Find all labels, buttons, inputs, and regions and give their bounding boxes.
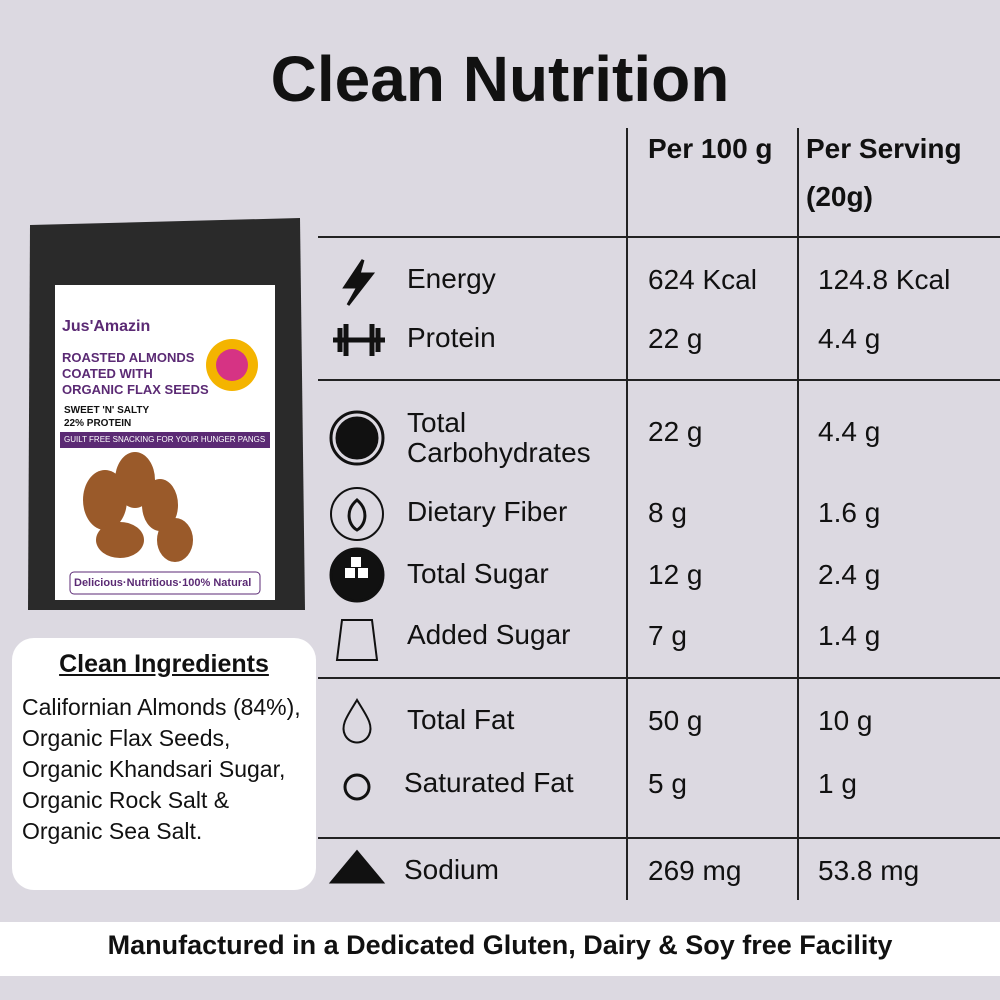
- row-label: Total Sugar: [407, 558, 549, 589]
- brand: Jus'Amazin: [62, 318, 151, 335]
- row-label: Total Carbohydrates: [407, 407, 591, 468]
- header: Per Serving: [806, 133, 962, 164]
- per-serving: 2.4 g: [818, 559, 881, 590]
- tagline: GUILT FREE SNACKING FOR YOUR HUNGER PANG…: [64, 435, 266, 444]
- per-serving: 4.4 g: [818, 416, 881, 447]
- header: Per 100 g: [648, 133, 773, 164]
- per-100g: 7 g: [648, 620, 687, 651]
- per-serving: 124.8 Kcal: [818, 264, 951, 295]
- row-label: Energy: [407, 263, 496, 294]
- per-100g: 8 g: [648, 497, 687, 528]
- per-100g: 22 g: [648, 323, 703, 354]
- per-100g: 12 g: [648, 559, 703, 590]
- row-label: Added Sugar: [407, 619, 571, 650]
- per-100g: 624 Kcal: [648, 264, 757, 295]
- title: Clean Nutrition: [270, 43, 730, 115]
- per-100g: 22 g: [648, 416, 703, 447]
- per-serving: 1.4 g: [818, 620, 881, 651]
- per-100g: 50 g: [648, 705, 703, 736]
- protein: 22% PROTEIN: [64, 418, 132, 429]
- per-serving: 4.4 g: [818, 323, 881, 354]
- row-label: Protein: [407, 322, 496, 353]
- per-serving: 10 g: [818, 705, 873, 736]
- row-label: Total Fat: [407, 704, 515, 735]
- per-serving: 1.6 g: [818, 497, 881, 528]
- row-label: Sodium: [404, 854, 499, 885]
- pack-footer: Delicious·Nutritious·100% Natural: [74, 577, 252, 589]
- flavor: SWEET 'N' SALTY: [64, 405, 150, 416]
- per-serving: 53.8 mg: [818, 855, 920, 886]
- per-serving: 1 g: [818, 768, 857, 799]
- ingredients-text: Californian Almonds (84%), Organic Flax …: [22, 694, 301, 844]
- ingredients-title: Clean Ingredients: [59, 650, 269, 678]
- per-100g: 5 g: [648, 768, 687, 799]
- per-100g: 269 mg: [648, 855, 742, 886]
- row-label: Saturated Fat: [404, 767, 574, 798]
- footer: Manufactured in a Dedicated Gluten, Dair…: [107, 930, 893, 960]
- product-name: ROASTED ALMONDS COATED WITH ORGANIC FLAX…: [62, 350, 209, 397]
- row-label: Dietary Fiber: [407, 496, 568, 527]
- header: (20g): [806, 181, 873, 212]
